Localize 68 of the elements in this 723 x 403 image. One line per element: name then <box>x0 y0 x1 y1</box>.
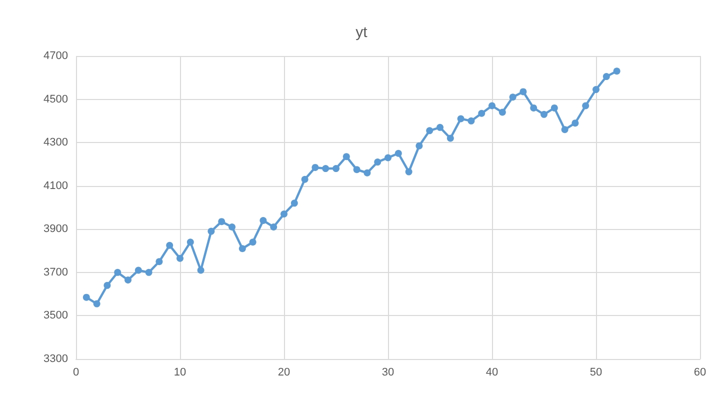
point <box>374 158 382 166</box>
point <box>426 127 434 134</box>
point <box>104 282 111 289</box>
x-tick-label: 30 <box>382 366 394 378</box>
point <box>405 168 412 176</box>
point <box>530 104 538 112</box>
point <box>218 218 226 226</box>
point <box>602 73 610 80</box>
point <box>436 124 444 131</box>
x-tick-label: 10 <box>174 366 186 378</box>
point <box>176 254 184 262</box>
point <box>312 164 319 171</box>
point <box>498 108 506 116</box>
y-tick-label: 3500 <box>44 310 68 322</box>
point <box>561 126 568 134</box>
point <box>134 266 142 274</box>
point <box>114 268 122 276</box>
y-tick-label: 3700 <box>44 266 68 278</box>
y-tick-label: 4100 <box>44 180 68 192</box>
point <box>124 276 132 284</box>
point <box>488 102 496 110</box>
point <box>342 153 350 160</box>
point <box>260 216 267 224</box>
point <box>353 166 360 174</box>
y-tick-label: 4500 <box>44 93 68 106</box>
point <box>572 120 579 127</box>
point <box>416 142 423 150</box>
x-tick-label: 0 <box>72 366 80 378</box>
point <box>197 266 204 274</box>
point <box>394 150 402 157</box>
point <box>228 223 236 230</box>
point <box>145 268 152 276</box>
point <box>582 102 590 110</box>
point <box>156 258 163 266</box>
point <box>249 238 256 246</box>
point <box>540 110 548 118</box>
point <box>290 200 298 207</box>
x-tick-label: 60 <box>694 366 706 378</box>
x-tick-label: 50 <box>590 366 602 378</box>
point <box>166 242 174 249</box>
point <box>550 104 558 112</box>
point <box>186 238 194 246</box>
point <box>93 300 100 308</box>
point <box>457 115 464 122</box>
point <box>364 169 371 176</box>
point <box>332 165 340 172</box>
point <box>592 86 600 94</box>
point <box>384 154 392 162</box>
point <box>446 134 454 142</box>
y-tick-label: 3300 <box>44 353 68 365</box>
point <box>238 245 246 252</box>
point <box>280 210 288 218</box>
y-tick-label: 3900 <box>44 223 68 236</box>
point <box>478 110 486 117</box>
point <box>520 88 527 96</box>
point <box>301 176 308 183</box>
y-tick-label: 4700 <box>44 50 68 62</box>
point <box>468 117 475 124</box>
point <box>509 94 516 101</box>
point <box>322 165 330 172</box>
point <box>208 228 215 235</box>
x-tick-label: 40 <box>486 366 498 378</box>
x-tick-label: 20 <box>278 366 290 378</box>
point <box>613 68 620 75</box>
point <box>270 223 278 230</box>
point <box>82 294 90 301</box>
y-tick-label: 4300 <box>44 136 68 149</box>
chart-title: yt <box>356 24 368 41</box>
